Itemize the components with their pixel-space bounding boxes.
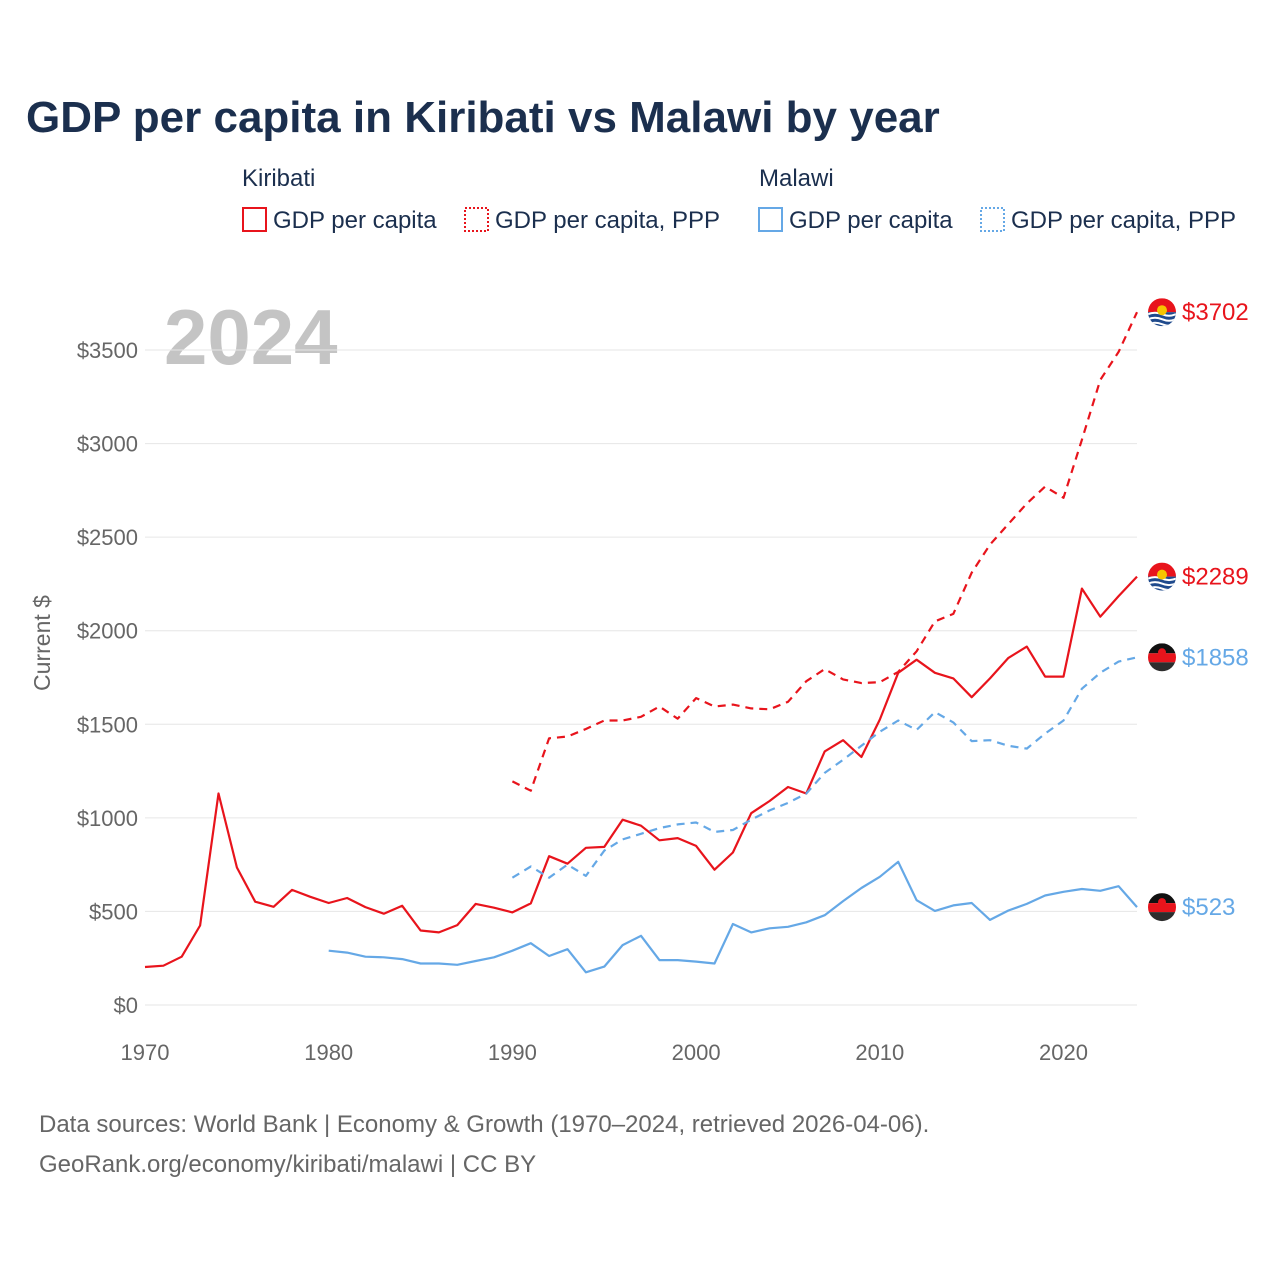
legend-swatch-kiribati-ppp[interactable] <box>464 207 489 232</box>
legend-swatch-malawi-gdp[interactable] <box>758 207 783 232</box>
malawi-flag-icon <box>1148 643 1176 672</box>
kiribati-flag-icon <box>1148 562 1176 591</box>
legend-label-kiribati-ppp[interactable]: GDP per capita, PPP <box>495 207 720 234</box>
y-tick-label: $3500 <box>77 338 138 363</box>
x-tick-label: 2020 <box>1039 1040 1088 1065</box>
legend: Kiribati GDP per capita GDP per capita, … <box>242 165 1236 234</box>
x-tick-label: 2010 <box>855 1040 904 1065</box>
legend-group-kiribati: Kiribati <box>242 165 315 192</box>
y-tick-label: $2500 <box>77 525 138 550</box>
x-tick-label: 1980 <box>304 1040 353 1065</box>
end-label-kiribati-gdp: $2289 <box>1182 564 1249 591</box>
x-tick-label: 1970 <box>121 1040 170 1065</box>
y-axis-label: Current $ <box>29 595 55 691</box>
axis-ticks: $0 $500 $1000 $1500 $2000 $2500 $3000 $3500 1970… <box>77 338 1088 1065</box>
grid <box>145 349 1137 1006</box>
malawi-flag-icon <box>1148 893 1176 922</box>
end-label-malawi-gdp: $523 <box>1182 894 1235 921</box>
y-tick-label: $3000 <box>77 432 138 457</box>
chart-title: GDP per capita in Kiribati vs Malawi by … <box>26 93 940 142</box>
legend-label-malawi-ppp[interactable]: GDP per capita, PPP <box>1011 207 1236 234</box>
series-line-kiribati-gdp[interactable] <box>144 575 1138 969</box>
y-tick-label: $0 <box>114 993 138 1018</box>
legend-label-malawi-gdp[interactable]: GDP per capita <box>789 207 953 234</box>
legend-group-malawi: Malawi <box>759 165 834 192</box>
x-tick-label: 1990 <box>488 1040 537 1065</box>
end-label-malawi-ppp: $1858 <box>1182 644 1249 671</box>
source-line: Data sources: World Bank | Economy & Gro… <box>39 1111 929 1138</box>
legend-label-kiribati-gdp[interactable]: GDP per capita <box>273 207 437 234</box>
y-tick-label: $2000 <box>77 619 138 644</box>
year-watermark: 2024 <box>164 293 338 381</box>
series-line-malawi-gdp[interactable] <box>328 860 1138 974</box>
kiribati-flag-icon <box>1148 298 1176 327</box>
series-line-malawi-ppp[interactable] <box>511 656 1138 879</box>
legend-swatch-malawi-ppp[interactable] <box>980 207 1005 232</box>
y-tick-label: $500 <box>89 899 138 924</box>
series-line-kiribati-ppp[interactable] <box>511 311 1138 792</box>
attribution-line[interactable]: GeoRank.org/economy/kiribati/malawi | CC… <box>39 1151 536 1178</box>
end-label-kiribati-ppp: $3702 <box>1182 299 1249 326</box>
series-lines <box>144 311 1138 974</box>
y-tick-label: $1500 <box>77 712 138 737</box>
legend-swatch-kiribati-gdp[interactable] <box>242 207 267 232</box>
y-tick-label: $1000 <box>77 806 138 831</box>
x-tick-label: 2000 <box>672 1040 721 1065</box>
